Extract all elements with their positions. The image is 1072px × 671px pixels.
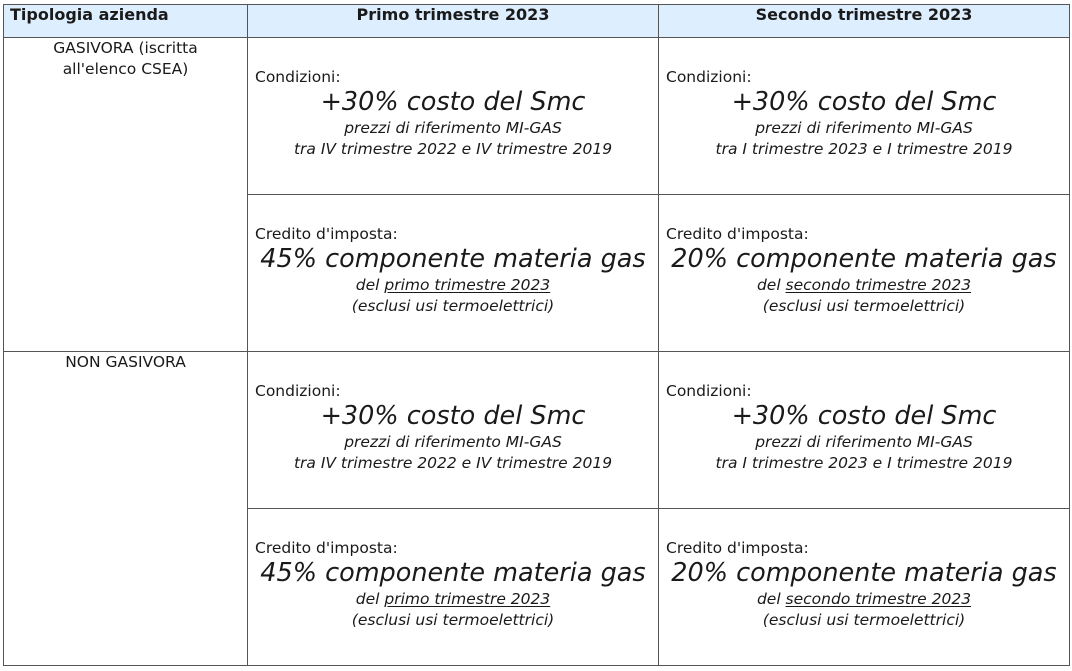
condizioni-headline: +30% costo del Smc (320, 87, 586, 117)
credito-prefix: del (355, 276, 385, 294)
header-row: Tipologia azienda Primo trimestre 2023 S… (3, 4, 1070, 38)
condizioni-line-1: prezzi di riferimento MI-GAS (755, 119, 973, 137)
condizioni-cell: Condizioni: +30% costo del Smc prezzi di… (658, 37, 1070, 195)
credito-cell: Credito d'imposta: 45% componente materi… (247, 194, 659, 352)
credit-table: Tipologia azienda Primo trimestre 2023 S… (3, 4, 1070, 666)
condizioni-line-1: prezzi di riferimento MI-GAS (344, 433, 562, 451)
credito-line-2: (esclusi usi termoelettrici) (351, 611, 555, 629)
condizioni-label: Condizioni: (666, 382, 752, 400)
condizioni-line-2: tra IV trimestre 2022 e IV trimestre 201… (293, 454, 613, 472)
credito-label: Credito d'imposta: (255, 539, 398, 557)
credito-headline: 20% componente materia gas (671, 244, 1057, 274)
condizioni-headline: +30% costo del Smc (731, 87, 997, 117)
condizioni-headline: +30% costo del Smc (731, 401, 997, 431)
credito-cell: Credito d'imposta: 45% componente materi… (247, 508, 659, 666)
credito-period: secondo trimestre 2023 (785, 276, 972, 294)
credito-line-1: del primo trimestre 2023 (248, 589, 658, 610)
condizioni-headline: +30% costo del Smc (320, 401, 586, 431)
condizioni-label: Condizioni: (255, 382, 341, 400)
tipologia-non-gasivora: NON GASIVORA (3, 351, 248, 666)
tipologia-gasivora: GASIVORA (iscritta all'elenco CSEA) (3, 37, 248, 352)
credito-line-2: (esclusi usi termoelettrici) (351, 297, 555, 315)
condizioni-line-2: tra IV trimestre 2022 e IV trimestre 201… (293, 140, 613, 158)
header-primo-trimestre: Primo trimestre 2023 (247, 4, 659, 38)
condizioni-line-1: prezzi di riferimento MI-GAS (755, 433, 973, 451)
credito-prefix: del (355, 590, 385, 608)
credito-line-1: del secondo trimestre 2023 (659, 275, 1069, 296)
tipologia-label: NON GASIVORA (65, 353, 186, 371)
condizioni-cell: Condizioni: +30% costo del Smc prezzi di… (658, 351, 1070, 509)
credito-label: Credito d'imposta: (666, 225, 809, 243)
condizioni-line-2: tra I trimestre 2023 e I trimestre 2019 (715, 140, 1013, 158)
credito-period: primo trimestre 2023 (384, 276, 551, 294)
credito-line-1: del secondo trimestre 2023 (659, 589, 1069, 610)
condizioni-label: Condizioni: (255, 68, 341, 86)
header-secondo-trimestre: Secondo trimestre 2023 (658, 4, 1070, 38)
credito-period: secondo trimestre 2023 (785, 590, 972, 608)
tipologia-label: GASIVORA (iscritta all'elenco CSEA) (53, 39, 198, 78)
credito-headline: 45% componente materia gas (260, 558, 646, 588)
condizioni-line-1: prezzi di riferimento MI-GAS (344, 119, 562, 137)
credito-line-2: (esclusi usi termoelettrici) (762, 297, 966, 315)
credito-prefix: del (756, 276, 786, 294)
condizioni-label: Condizioni: (666, 68, 752, 86)
credito-label: Credito d'imposta: (666, 539, 809, 557)
credito-cell: Credito d'imposta: 20% componente materi… (658, 508, 1070, 666)
credito-headline: 45% componente materia gas (260, 244, 646, 274)
header-tipologia: Tipologia azienda (3, 4, 248, 38)
condizioni-cell: Condizioni: +30% costo del Smc prezzi di… (247, 351, 659, 509)
condizioni-line-2: tra I trimestre 2023 e I trimestre 2019 (715, 454, 1013, 472)
table-row: Credito d'imposta: 45% componente materi… (4, 194, 1070, 352)
table-row: NON GASIVORA Condizioni: +30% costo del … (3, 351, 1070, 666)
credito-cell: Credito d'imposta: 20% componente materi… (658, 194, 1070, 352)
table-row: Credito d'imposta: 45% componente materi… (4, 508, 1070, 666)
table-row: GASIVORA (iscritta all'elenco CSEA) Cond… (3, 37, 1070, 352)
credito-period: primo trimestre 2023 (384, 590, 551, 608)
credito-line-1: del primo trimestre 2023 (248, 275, 658, 296)
credito-headline: 20% componente materia gas (671, 558, 1057, 588)
condizioni-cell: Condizioni: +30% costo del Smc prezzi di… (247, 37, 659, 195)
credito-label: Credito d'imposta: (255, 225, 398, 243)
credito-line-2: (esclusi usi termoelettrici) (762, 611, 966, 629)
credito-prefix: del (756, 590, 786, 608)
